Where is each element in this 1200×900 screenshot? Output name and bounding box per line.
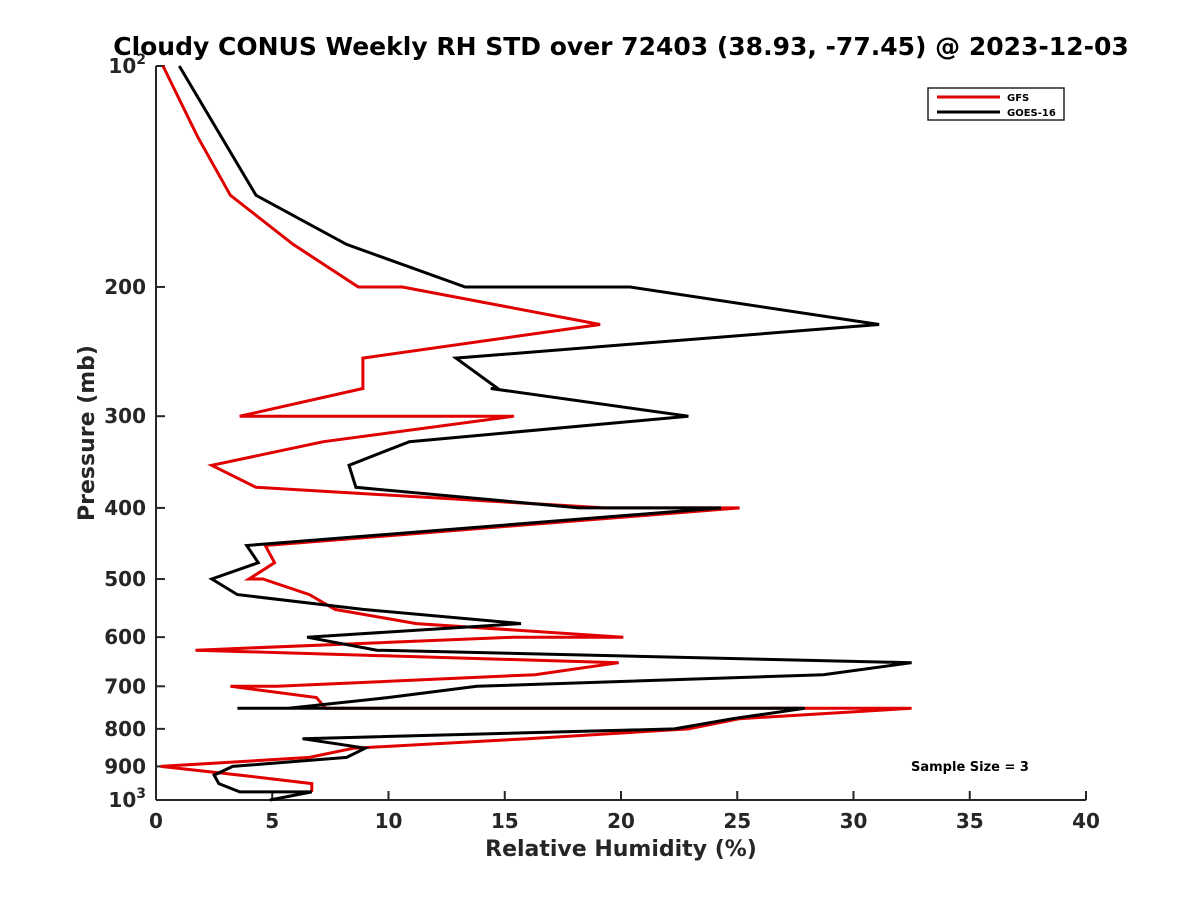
- y-tick-exponent: 2: [136, 52, 146, 68]
- y-tick-label: 800: [104, 717, 146, 741]
- x-tick-label: 20: [607, 809, 635, 833]
- x-tick-label: 15: [491, 809, 519, 833]
- x-tick-label: 25: [723, 809, 751, 833]
- axes: [155, 66, 1086, 801]
- y-tick-label: 400: [104, 496, 146, 520]
- y-tick-base: 10: [108, 54, 136, 78]
- y-tick-label: 200: [104, 275, 146, 299]
- y-tick-label: 500: [104, 567, 146, 591]
- y-tick-label: 900: [104, 754, 146, 778]
- y-tick-exponent: 3: [136, 786, 146, 802]
- y-tick-label: 103: [108, 786, 146, 812]
- x-tick-label: 40: [1072, 809, 1100, 833]
- y-tick-label: 102: [108, 52, 146, 78]
- x-axis-label: Relative Humidity (%): [485, 837, 757, 862]
- y-tick-label: 600: [104, 625, 146, 649]
- legend: GFS GOES-16: [927, 87, 1065, 121]
- x-tick-label: 30: [840, 809, 868, 833]
- x-tick-label: 35: [956, 809, 984, 833]
- series-line-goes-16: [178, 65, 912, 802]
- y-tick-label: 700: [104, 674, 146, 698]
- series-layer: [160, 65, 912, 802]
- legend-label: GOES-16: [1007, 108, 1056, 119]
- x-ticks: 0 5 10 15 20 25 30 35 40: [149, 791, 1100, 833]
- y-tick-label: 300: [104, 404, 146, 428]
- y-axis-label: Pressure (mb): [75, 345, 100, 521]
- legend-label: GFS: [1007, 93, 1029, 104]
- x-tick-label: 5: [265, 809, 279, 833]
- x-tick-label: 10: [375, 809, 403, 833]
- legend-box: [927, 87, 1065, 121]
- y-tick-base: 10: [108, 788, 136, 812]
- chart-title: Cloudy CONUS Weekly RH STD over 72403 (3…: [113, 32, 1129, 61]
- x-tick-label: 0: [149, 809, 163, 833]
- sample-size-annotation: Sample Size = 3: [911, 760, 1029, 775]
